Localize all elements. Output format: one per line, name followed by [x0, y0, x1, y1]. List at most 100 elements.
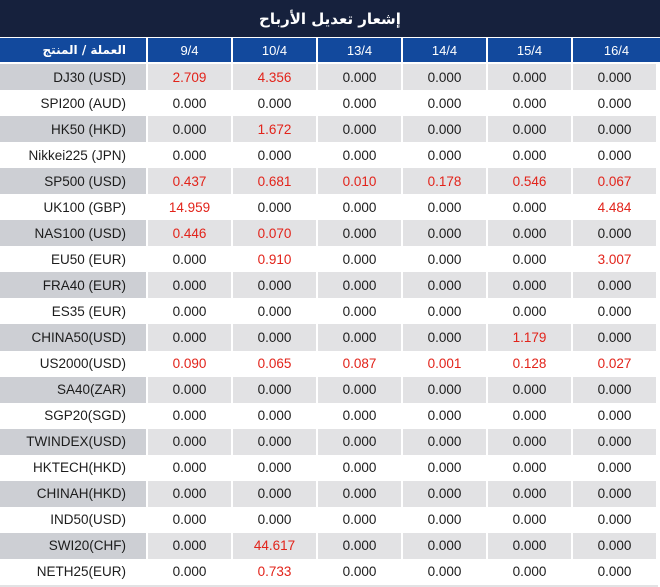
value-cell: 0.000 — [318, 142, 403, 169]
instrument-label: TWINDEX(USD) — [0, 428, 148, 455]
value-cell: 0.000 — [233, 376, 318, 403]
value-cell: 0.000 — [233, 142, 318, 169]
value-cell: 0.446 — [148, 220, 233, 247]
value-cell: 0.000 — [488, 90, 573, 117]
value-cell: 0.128 — [488, 350, 573, 377]
table-row: NETH25(EUR) 0.000 0.733 0.000 0.000 0.000 0.00… — [0, 558, 660, 585]
value-cell: 0.000 — [233, 90, 318, 117]
value-cell: 0.000 — [488, 532, 573, 559]
value-cell: 0.000 — [573, 116, 658, 143]
value-cell: 4.484 — [573, 194, 658, 221]
table-row: CHINAH(HKD) 0.000 0.000 0.000 0.000 0.000 0.00… — [0, 480, 660, 507]
instrument-label: NAS100 (USD) — [0, 220, 148, 247]
value-cell: 1.672 — [233, 116, 318, 143]
value-cell: 0.000 — [573, 480, 658, 507]
value-cell: 0.000 — [403, 142, 488, 169]
instrument-label: UK100 (GBP) — [0, 194, 148, 221]
value-cell: 0.000 — [233, 428, 318, 455]
value-cell: 0.000 — [403, 116, 488, 143]
value-cell: 0.000 — [573, 402, 658, 429]
value-cell: 0.000 — [573, 454, 658, 481]
value-cell: 0.000 — [403, 64, 488, 91]
instrument-label: FRA40 (EUR) — [0, 272, 148, 299]
value-cell: 0.000 — [573, 142, 658, 169]
column-header-date: 15/4 — [488, 38, 573, 62]
column-header-date: 14/4 — [403, 38, 488, 62]
instrument-label: HKTECH(HKD) — [0, 454, 148, 481]
value-cell: 0.000 — [573, 64, 658, 91]
instrument-label: SWI20(CHF) — [0, 532, 148, 559]
value-cell: 0.000 — [403, 376, 488, 403]
value-cell: 0.546 — [488, 168, 573, 195]
bottom-row-sliver — [0, 585, 658, 587]
instrument-label: DJ30 (USD) — [0, 64, 148, 91]
value-cell: 0.000 — [403, 194, 488, 221]
value-cell: 0.000 — [403, 90, 488, 117]
table-row: SPI200 (AUD) 0.000 0.000 0.000 0.000 0.000 0.0… — [0, 90, 660, 117]
value-cell: 3.007 — [573, 246, 658, 273]
value-cell: 0.000 — [233, 480, 318, 507]
value-cell: 1.179 — [488, 324, 573, 351]
value-cell: 0.000 — [488, 298, 573, 325]
table-row: HKTECH(HKD) 0.000 0.000 0.000 0.000 0.000 0.00… — [0, 454, 660, 481]
value-cell: 0.000 — [573, 376, 658, 403]
value-cell: 0.000 — [148, 142, 233, 169]
table-row: US2000(USD) 0.090 0.065 0.087 0.001 0.128 0.02… — [0, 350, 660, 377]
page-title: إشعار تعديل الأرباح — [0, 0, 660, 37]
value-cell: 0.000 — [148, 454, 233, 481]
instrument-label: SA40(ZAR) — [0, 376, 148, 403]
column-header-date: 10/4 — [233, 38, 318, 62]
value-cell: 0.000 — [573, 90, 658, 117]
table-row: IND50(USD) 0.000 0.000 0.000 0.000 0.000 0.000 — [0, 506, 660, 533]
value-cell: 0.000 — [233, 506, 318, 533]
value-cell: 0.000 — [148, 532, 233, 559]
value-cell: 0.000 — [148, 402, 233, 429]
table-row: TWINDEX(USD) 0.000 0.000 0.000 0.000 0.000 0.0… — [0, 428, 660, 455]
value-cell: 0.000 — [573, 220, 658, 247]
value-cell: 0.000 — [403, 246, 488, 273]
value-cell: 0.000 — [318, 90, 403, 117]
value-cell: 0.000 — [318, 246, 403, 273]
value-cell: 0.681 — [233, 168, 318, 195]
value-cell: 0.000 — [148, 480, 233, 507]
value-cell: 0.000 — [318, 324, 403, 351]
value-cell: 0.000 — [488, 480, 573, 507]
column-header-date: 9/4 — [148, 38, 233, 62]
table-row: DJ30 (USD) 2.709 4.356 0.000 0.000 0.000 0.000 — [0, 64, 660, 91]
value-cell: 0.000 — [488, 194, 573, 221]
value-cell: 0.000 — [403, 454, 488, 481]
value-cell: 0.000 — [148, 246, 233, 273]
value-cell: 0.001 — [403, 350, 488, 377]
value-cell: 0.733 — [233, 558, 318, 585]
value-cell: 0.087 — [318, 350, 403, 377]
table-row: SA40(ZAR) 0.000 0.000 0.000 0.000 0.000 0.000 — [0, 376, 660, 403]
value-cell: 0.027 — [573, 350, 658, 377]
value-cell: 0.000 — [573, 324, 658, 351]
instrument-label: ES35 (EUR) — [0, 298, 148, 325]
value-cell: 0.000 — [148, 90, 233, 117]
value-cell: 0.000 — [318, 220, 403, 247]
value-cell: 0.000 — [488, 64, 573, 91]
column-header-instrument: العملة / المنتج — [0, 38, 148, 62]
value-cell: 0.000 — [403, 558, 488, 585]
value-cell: 0.000 — [488, 142, 573, 169]
value-cell: 0.000 — [233, 194, 318, 221]
value-cell: 0.000 — [318, 194, 403, 221]
value-cell: 4.356 — [233, 64, 318, 91]
value-cell: 0.000 — [318, 272, 403, 299]
value-cell: 0.000 — [488, 246, 573, 273]
value-cell: 0.000 — [233, 298, 318, 325]
value-cell: 0.000 — [148, 272, 233, 299]
value-cell: 0.178 — [403, 168, 488, 195]
value-cell: 0.070 — [233, 220, 318, 247]
value-cell: 0.010 — [318, 168, 403, 195]
value-cell: 0.000 — [488, 506, 573, 533]
value-cell: 0.000 — [573, 506, 658, 533]
instrument-label: IND50(USD) — [0, 506, 148, 533]
value-cell: 0.000 — [403, 506, 488, 533]
value-cell: 44.617 — [233, 532, 318, 559]
value-cell: 0.000 — [148, 558, 233, 585]
table-row: SGP20(SGD) 0.000 0.000 0.000 0.000 0.000 0.000 — [0, 402, 660, 429]
table-row: HK50 (HKD) 0.000 1.672 0.000 0.000 0.000 0.000 — [0, 116, 660, 143]
table-row: ES35 (EUR) 0.000 0.000 0.000 0.000 0.000 0.000 — [0, 298, 660, 325]
